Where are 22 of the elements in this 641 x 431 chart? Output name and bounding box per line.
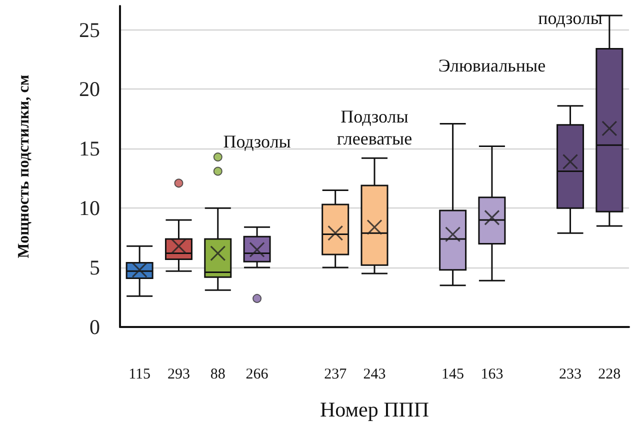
x-tick-label: 115 [128, 366, 151, 382]
x-tick-label: 243 [363, 366, 386, 382]
annotation: подзолы [538, 8, 602, 28]
y-axis-title: Мощность подстилки, см [16, 74, 32, 258]
y-tick-label: 15 [79, 136, 100, 161]
y-tick-label: 0 [90, 315, 100, 339]
x-tick-label: 145 [442, 366, 464, 382]
annotation: Элювиальные [438, 55, 546, 76]
x-tick-label: 228 [598, 366, 621, 382]
x-tick-label: 163 [480, 366, 504, 382]
x-tick-label: 233 [559, 366, 582, 382]
x-tick-label: 237 [324, 366, 348, 382]
x-tick-label: 293 [167, 366, 190, 382]
y-tick-label: 5 [90, 256, 100, 280]
y-tick-label: 20 [79, 77, 100, 102]
annotation: Подзолы [223, 132, 291, 152]
y-tick-label: 25 [79, 18, 100, 42]
x-tick-label: 88 [210, 366, 226, 382]
y-tick-label: 10 [79, 196, 100, 220]
x-axis-title: Номер ППП [320, 398, 430, 422]
annotation: Подзолы глееватые [336, 106, 412, 148]
x-tick-label: 266 [246, 366, 269, 382]
